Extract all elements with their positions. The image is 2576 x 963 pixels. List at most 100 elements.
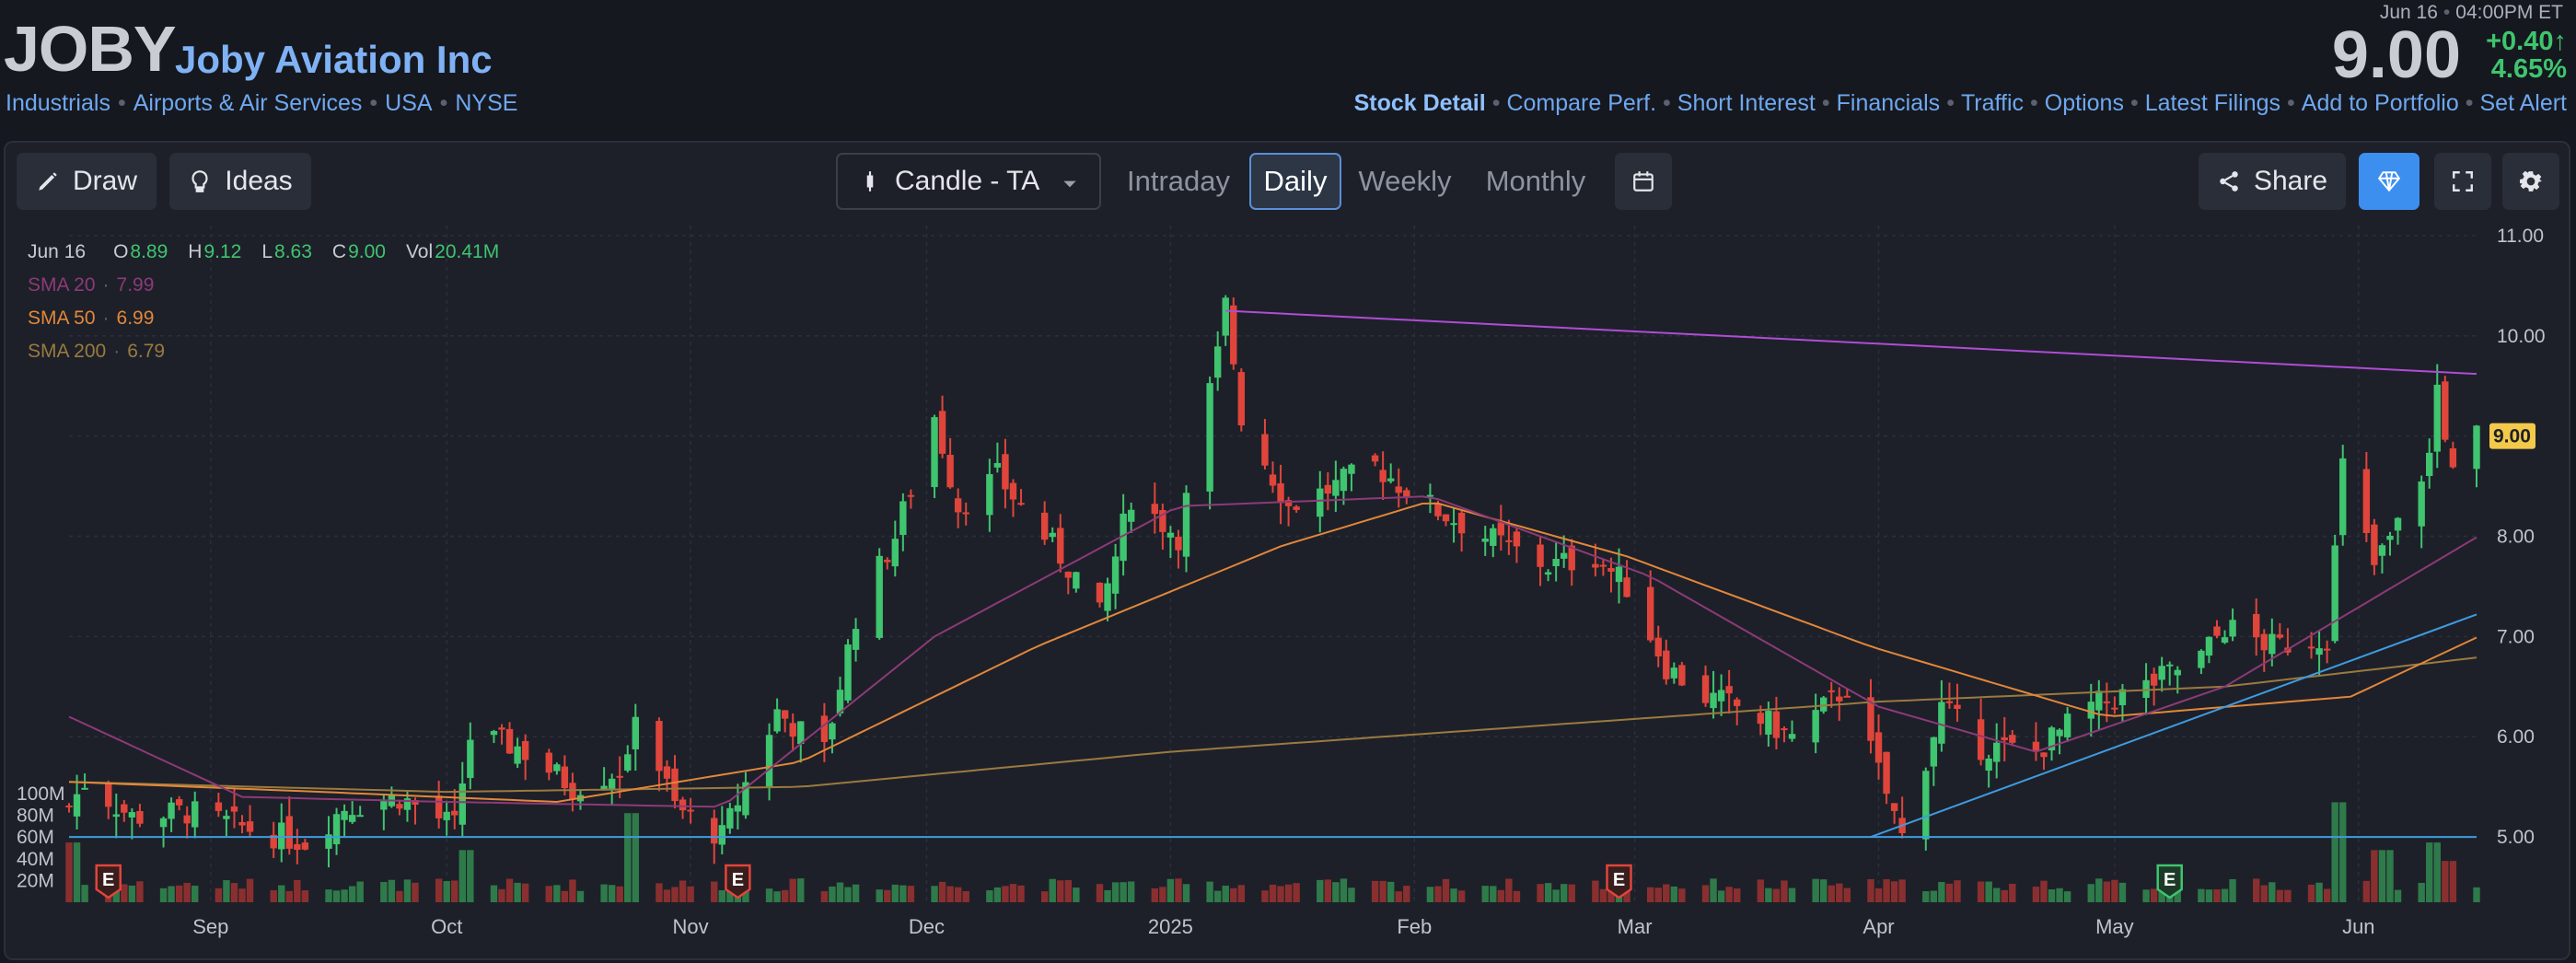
volume-bar [490,885,498,902]
candle-body [899,501,907,536]
volume-bar [836,882,844,902]
volume-bar [1230,888,1237,902]
volume-bar [1646,887,1654,902]
earnings-marker [1606,864,1632,899]
volume-bar [1560,884,1568,902]
volume-bar [2418,882,2425,902]
nav-latest-filings[interactable]: Latest Filings [2144,90,2281,116]
candle-body [2198,650,2205,668]
date-range-button[interactable] [1615,153,1672,210]
pencil-icon [39,172,57,191]
legend-open: 8.89 [130,241,168,262]
sma50-legend[interactable]: SMA 50 · 6.99 [28,307,154,330]
candle-body [1040,512,1049,540]
candle-body [159,818,168,828]
candle-body [624,754,632,771]
draw-button[interactable]: Draw [17,153,157,210]
volume-bar [2032,887,2040,902]
volume-bar [2142,889,2150,902]
tag-exchange[interactable]: NYSE [455,90,518,116]
volume-bar [553,885,561,902]
premium-button[interactable] [2359,153,2419,210]
candle-body [2032,741,2040,751]
candle-body [246,821,254,832]
candle-body [191,801,199,828]
volume-bar [931,886,938,902]
tag-sector[interactable]: Industrials [6,90,110,116]
candle-body [1127,509,1135,522]
candle-body [986,473,993,516]
sma200-legend[interactable]: SMA 200 · 6.79 [28,341,165,363]
candle-body [490,731,498,736]
candle-body [545,752,552,773]
candle-body [1324,484,1332,494]
candle-body [2166,664,2174,667]
volume-bar [1710,878,1717,902]
candle-body [852,629,860,650]
y-tick-label: 11.00 [2497,226,2544,247]
candle-body [1064,571,1073,578]
tag-country[interactable]: USA [385,90,433,116]
chart-type-select[interactable]: Candle - TA [836,153,1101,210]
volume-bar [2150,888,2158,902]
nav-stock-detail[interactable]: Stock Detail [1353,90,1486,116]
nav-compare-perf[interactable]: Compare Perf. [1506,90,1657,116]
ideas-button[interactable]: Ideas [169,153,311,210]
settings-button[interactable] [2502,153,2559,210]
candle-body [876,555,883,638]
nav-traffic[interactable]: Traffic [1960,90,2025,116]
candle-body [2158,666,2165,680]
candle-body [742,782,749,816]
volume-bar [1222,885,1229,902]
volume-bar [1175,878,1182,902]
volume-bar [2213,888,2221,902]
candle-body [1654,637,1662,657]
candle-body [1450,523,1457,526]
tab-weekly[interactable]: Weekly [1358,165,1452,197]
volume-bar [1387,881,1395,902]
separator: • [369,90,378,116]
volume-bar [136,881,144,902]
sma20-legend[interactable]: SMA 20 · 7.99 [28,274,154,296]
earnings-marker [95,864,122,899]
volume-bar [2331,802,2338,902]
earnings-marker [725,864,751,899]
last-price: 9.00 [2331,18,2461,92]
nav-short-interest[interactable]: Short Interest [1677,90,1816,116]
y-tick-label: 6.00 [2497,726,2535,748]
candle-body [1284,500,1293,506]
candle-body [954,498,962,513]
nav-add-to-portfolio[interactable]: Add to Portfolio [2301,90,2459,116]
fullscreen-button[interactable] [2434,153,2491,210]
candle-body [412,800,419,806]
company-name[interactable]: Joby Aviation Inc [175,38,493,81]
candle-body [1340,469,1348,492]
candle-body [1607,567,1615,572]
tab-intraday[interactable]: Intraday [1126,165,1230,197]
nav-set-alert[interactable]: Set Alert [2479,90,2568,116]
nav-financials[interactable]: Financials [1836,90,1941,116]
candle-body [1820,697,1828,712]
candle-body [498,727,505,730]
candle-body [1175,537,1182,551]
tab-daily[interactable]: Daily [1249,153,1341,210]
separator: · [102,307,110,329]
tag-industry[interactable]: Airports & Air Services [133,90,363,116]
share-button[interactable]: Share [2199,153,2346,210]
candle-body [938,411,946,454]
candle-body [435,795,443,818]
candle-body [993,462,1002,468]
volume-bar [616,886,623,902]
candle-body [2339,458,2347,536]
nav-options[interactable]: Options [2044,90,2124,116]
tab-monthly[interactable]: Monthly [1485,165,1586,197]
volume-bar [1836,883,1843,902]
ideas-label: Ideas [225,166,293,196]
volume-bar [2284,889,2292,902]
candle-body [1096,582,1104,603]
candle-body [891,539,899,567]
volume-bar [1127,881,1135,902]
volume-tick-label: 100M [17,783,65,805]
candle-body [2111,707,2118,710]
